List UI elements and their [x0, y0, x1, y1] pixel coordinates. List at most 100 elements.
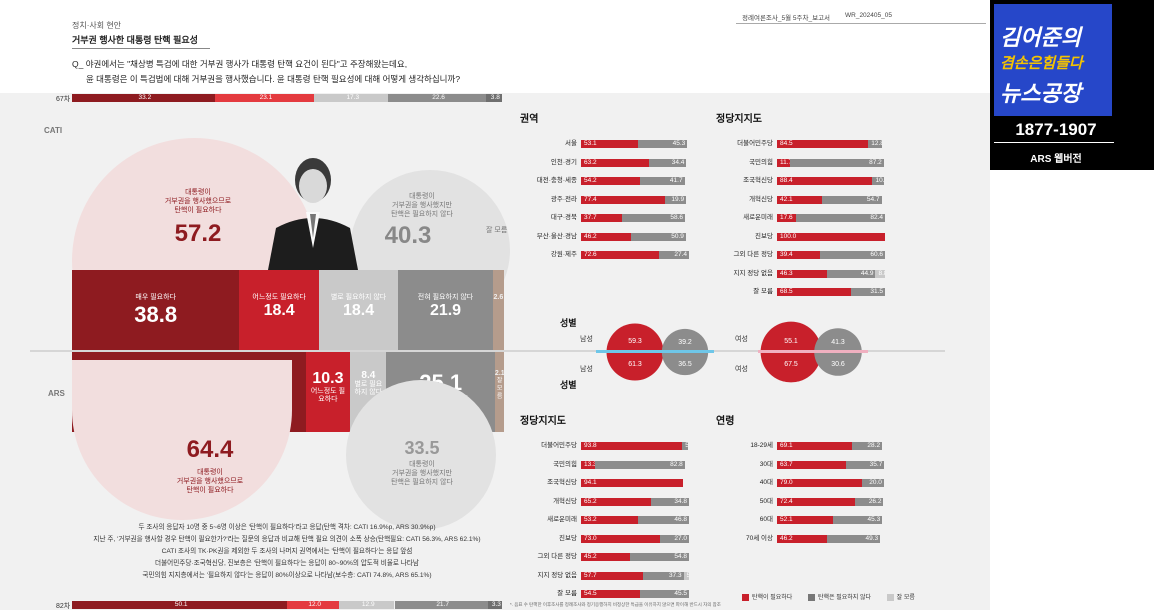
top-strip-seg-0: 33.2: [72, 94, 215, 102]
region-title: 권역: [520, 114, 539, 125]
cati-notneed-caption-3: 탄핵은 필요하지 않다: [391, 211, 453, 218]
party-cati-row-label-3: 개혁신당: [749, 195, 773, 203]
question-line-1: Q_ 야권에서는 "채상병 특검에 대한 거부권 행사가 대통령 탄핵 요건이 …: [72, 59, 408, 69]
region-seg-3-0: 77.4: [581, 195, 665, 204]
age-seg-0-0: 69.1: [777, 442, 852, 450]
age-row-label-0: 18-29세: [750, 442, 773, 449]
top-strip-label: 67차: [56, 96, 71, 103]
party-cati-seg-4-1: 82.4: [796, 214, 885, 222]
party-ars-row-label-1: 국민의힘: [553, 460, 577, 468]
party-cati-seg-2-1: 10.9: [872, 177, 885, 185]
report-name: 정례여론조사_5월 5주차_보고서: [742, 15, 831, 22]
party-cati-seg-0-0: 84.5: [777, 140, 869, 148]
ars-notneed-caption-1: 대통령이: [409, 461, 435, 468]
region-seg-0-0: 53.1: [581, 140, 639, 148]
age-seg-3-0: 72.4: [777, 497, 856, 506]
party-ars-seg-8-1: 45.5: [639, 590, 689, 598]
party-ars-seg-7-0: 57.7: [581, 571, 644, 580]
sex-title-bottom: 성별: [560, 380, 577, 390]
divider-accent-pink: [758, 350, 868, 353]
age-seg-1-0: 63.7: [777, 460, 846, 469]
party-ars-seg-3-1: 34.8: [651, 497, 689, 506]
party-cati-seg-7-0: 46.3: [777, 269, 827, 278]
ars-notneed-caption-3: 탄핵은 필요하지 않다: [391, 479, 453, 486]
president-photo-icon: [268, 158, 358, 270]
ars-bar-1-value: 10.3: [312, 370, 344, 387]
sex-male-cati-notneed: 39.2: [678, 339, 692, 346]
party-cati-row-label-0: 더불어민주당: [737, 140, 773, 147]
party-cati-seg-8-0: 68.5: [777, 288, 851, 296]
legend-notneed-label: 탄핵은 필요하지 않다: [817, 595, 871, 601]
ars-need-caption: 대통령이 거부권을 행사했으므로 탄핵이 필요하다: [160, 468, 260, 495]
party-ars-seg-6-1: 54.8: [629, 553, 689, 561]
party-ars-seg-8-0: 54.5: [581, 590, 640, 598]
sex-male-label-bottom: 남성: [580, 366, 593, 373]
region-seg-2-1: 41.7: [639, 177, 685, 185]
cati-need-total: 57.2: [174, 220, 222, 247]
cati-need-caption-2: 거부권을 행사했으므로: [164, 198, 232, 205]
brand-overlay: 김어준의 겸손은힘들다 뉴스공장 1877-1907 ARS 웹버전: [990, 0, 1154, 170]
region-seg-2-0: 54.2: [581, 177, 640, 185]
party-cati-seg-7-1: 44.9: [827, 269, 876, 278]
cati-need-caption-1: 대통령이: [185, 189, 211, 196]
region-row-label-1: 인천·경기: [550, 158, 577, 166]
footnote: *. 음표 수 탄핵한 이후조사를 정례조사와 정기응행하지 비정상한 특급을 …: [510, 602, 721, 607]
cati-label: CATI: [44, 126, 63, 135]
cati-bar-0-label: 매우 필요하다: [135, 294, 177, 301]
note-1: 두 조사의 응답자 10명 중 5~6명 이상은 '탄핵이 필요하다'라고 응답…: [138, 524, 436, 531]
party-ars-seg-5-0: 73.0: [581, 534, 660, 543]
legend-dk-swatch: [886, 593, 894, 601]
party-ars-row-label-5: 진보당: [559, 534, 577, 542]
cati-bar-3: 전혀 필요하지 않다 21.9: [398, 270, 493, 350]
region-row-label-3: 광주·전라: [550, 195, 577, 203]
cati-bar-2: 별로 필요하지 않다 18.4: [318, 270, 399, 350]
brand-line-1: 김어준의: [1000, 25, 1081, 50]
age-row-label-5: 70세 이상: [746, 534, 773, 542]
divider-accent-blue: [596, 350, 714, 353]
party-cati-seg-3-0: 42.1: [777, 195, 823, 204]
party-cati-row-label-4: 새로운미래: [743, 214, 773, 221]
party-cati-seg-6-1: 60.6: [819, 251, 885, 259]
cati-bar-1-value: 18.4: [263, 302, 295, 319]
title-underline: [72, 48, 210, 49]
sex-female-cati-need: 55.1: [784, 338, 798, 345]
region-seg-1-0: 63.2: [581, 158, 650, 167]
ars-label: ARS: [48, 389, 65, 398]
cati-notneed-caption-2: 거부권을 행사했지만: [392, 202, 452, 209]
region-seg-1-1: 34.4: [649, 158, 687, 167]
party-cati-row-label-6: 그외 다른 정당: [733, 251, 774, 258]
cati-notneed-total: 40.3: [384, 222, 432, 249]
age-seg-5-1: 49.3: [826, 534, 881, 543]
bottom-strip-seg-3: 21.7: [394, 601, 488, 609]
party-ars-seg-6-0: 45.2: [581, 553, 630, 561]
sex-female-label-top: 여성: [735, 336, 748, 343]
ars-need-caption-1: 대통령이: [197, 469, 223, 476]
ars-bar-1-label: 어느정도 필요하다: [310, 388, 346, 403]
region-seg-4-0: 37.7: [581, 214, 622, 222]
ars-bar-4-value: 2.1: [494, 370, 505, 377]
party-ars-row-label-0: 더불어민주당: [541, 442, 577, 449]
age-seg-2-1: 20.0: [862, 479, 884, 487]
party-ars-seg-4-1: 46.8: [638, 516, 689, 524]
party-cati-seg-6-0: 39.4: [777, 251, 820, 259]
age-seg-4-1: 45.3: [833, 516, 883, 524]
party-cati-seg-0-1: 12.8: [868, 140, 883, 148]
cati-need-caption: 대통령이 거부권을 행사했으므로 탄핵이 필요하다: [148, 188, 248, 215]
legend-need-label: 탄핵이 필요하다: [752, 595, 793, 601]
party-cati-row-label-2: 조국혁신당: [743, 177, 773, 184]
chart-region: 권역 서울 53.1 45.3 인천·경기 63.2 34.4 대전·충청·세종 54.2 41.…: [520, 110, 700, 260]
question-line-2: 윤 대통령은 이 특검법에 대해 거부권을 행사했습니다. 윤 대통령 탄핵 필…: [86, 74, 461, 84]
top-strip: 33.2 23.1 17.3 22.6 3.8: [72, 94, 502, 102]
party-ars-row-label-7: 지지 정당 없음: [537, 571, 578, 579]
ars-notneed-caption: 대통령이 거부권을 행사했지만 탄핵은 필요하지 않다: [372, 460, 472, 487]
age-row-label-1: 30대: [759, 460, 773, 468]
legend-dk-label: 잘 모름: [896, 595, 915, 601]
ars-bar-2-label: 별로 필요하지 않다: [354, 381, 383, 396]
cati-bar-1: 어느정도 필요하다 18.4: [239, 270, 319, 350]
note-3: CATI 조사의 TK·PK권을 제외한 두 조사의 나머지 권역에서는 '탄핵…: [161, 548, 413, 555]
top-strip-seg-1: 23.1: [214, 94, 315, 102]
sex-male-ars-notneed: 36.5: [678, 361, 692, 368]
